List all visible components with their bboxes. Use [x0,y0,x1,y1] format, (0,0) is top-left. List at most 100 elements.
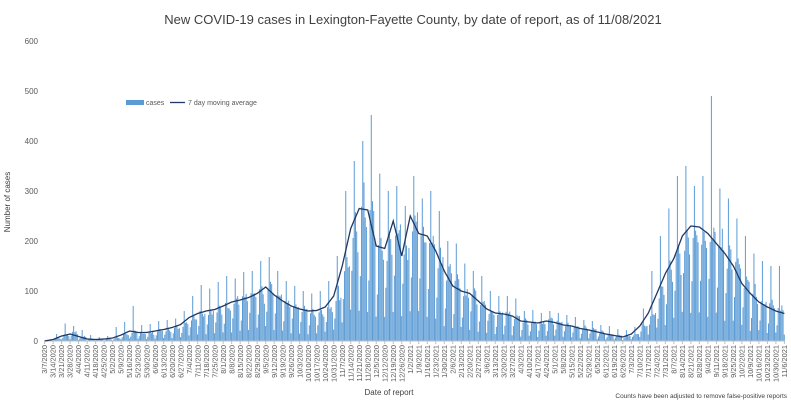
x-tick-label: 7/10/2021 [635,345,644,378]
x-tick-label: 12/12/2020 [380,345,389,382]
bar [675,252,677,341]
bar [623,338,625,341]
bar [691,281,693,341]
bar [719,188,721,341]
bar [593,327,595,341]
bar [582,329,584,341]
bar [498,296,500,341]
x-tick-label: 6/26/2021 [618,345,627,378]
bar [441,264,443,341]
bar [759,320,761,341]
bar [232,318,234,341]
bar [160,331,162,341]
bar [69,339,71,341]
bar [695,230,697,341]
bar [376,294,378,341]
bar [126,334,128,341]
bar [132,306,134,341]
x-tick-label: 5/16/2020 [125,345,134,378]
bar [627,335,629,341]
bar [426,316,428,341]
bar [409,311,411,341]
x-tick-label: 7/25/2020 [210,345,219,378]
bar [554,335,556,341]
bar [493,314,495,341]
bar [621,335,623,341]
bar [560,322,562,341]
x-tick-label: 3/7/2020 [40,345,49,374]
bar [306,308,308,341]
bar [555,329,557,341]
bar [670,269,672,341]
bar [153,334,155,341]
bar [67,335,69,341]
bar [702,176,704,341]
bar [735,261,737,341]
bar [437,268,439,341]
bar [679,253,681,341]
bar [238,304,240,341]
bar [709,241,711,341]
x-tick-label: 4/25/2020 [100,345,109,378]
bar [314,316,316,341]
x-tick-label: 9/18/2021 [720,345,729,378]
bar [284,300,286,341]
legend: cases 7 day moving average [126,100,257,107]
bar [590,330,592,341]
bar [148,332,150,341]
bar [476,304,478,341]
bar [396,186,398,341]
bar [628,336,630,341]
bar [146,339,148,341]
x-tick-label: 4/4/2020 [74,345,83,374]
bar [351,270,353,341]
bar [738,264,740,341]
bar [227,308,229,341]
bar [244,296,246,341]
x-tick-label: 11/7/2020 [338,345,347,377]
bar [783,334,785,341]
bar [187,324,189,341]
bar [152,331,154,341]
bar [419,278,421,341]
bar [527,324,529,341]
x-tick-label: 7/3/2021 [627,345,636,374]
bar [305,309,307,341]
bar [401,316,403,341]
bar [296,308,298,341]
bar [655,313,657,341]
bar [646,325,648,341]
bar [538,330,540,341]
bar [510,316,512,341]
footnote: Counts have been adjusted to remove fals… [615,393,787,400]
x-tick-label: 10/23/2021 [763,345,772,382]
bar [135,330,137,341]
x-tick-label: 8/7/2021 [669,345,678,374]
bar [684,250,686,341]
bar [656,327,658,341]
bar [234,278,236,341]
bar [150,333,152,341]
bar [454,280,456,341]
bar [58,338,60,341]
bar [488,313,490,341]
bar [604,334,605,341]
y-axis-title: Number of cases [3,172,12,232]
bar [142,333,144,341]
bar [535,324,537,341]
bar [337,285,339,341]
bar [116,337,118,341]
y-tick-label: 200 [25,237,39,246]
bar [138,336,140,341]
bar [357,252,359,341]
bar [79,338,81,341]
bar [584,325,586,341]
x-tick-label: 3/13/2021 [491,345,500,378]
bar [397,233,399,341]
bar [674,290,676,341]
bar [368,280,370,341]
bar [644,325,646,341]
bar [699,280,701,341]
bar [352,237,354,341]
bar [749,330,751,341]
